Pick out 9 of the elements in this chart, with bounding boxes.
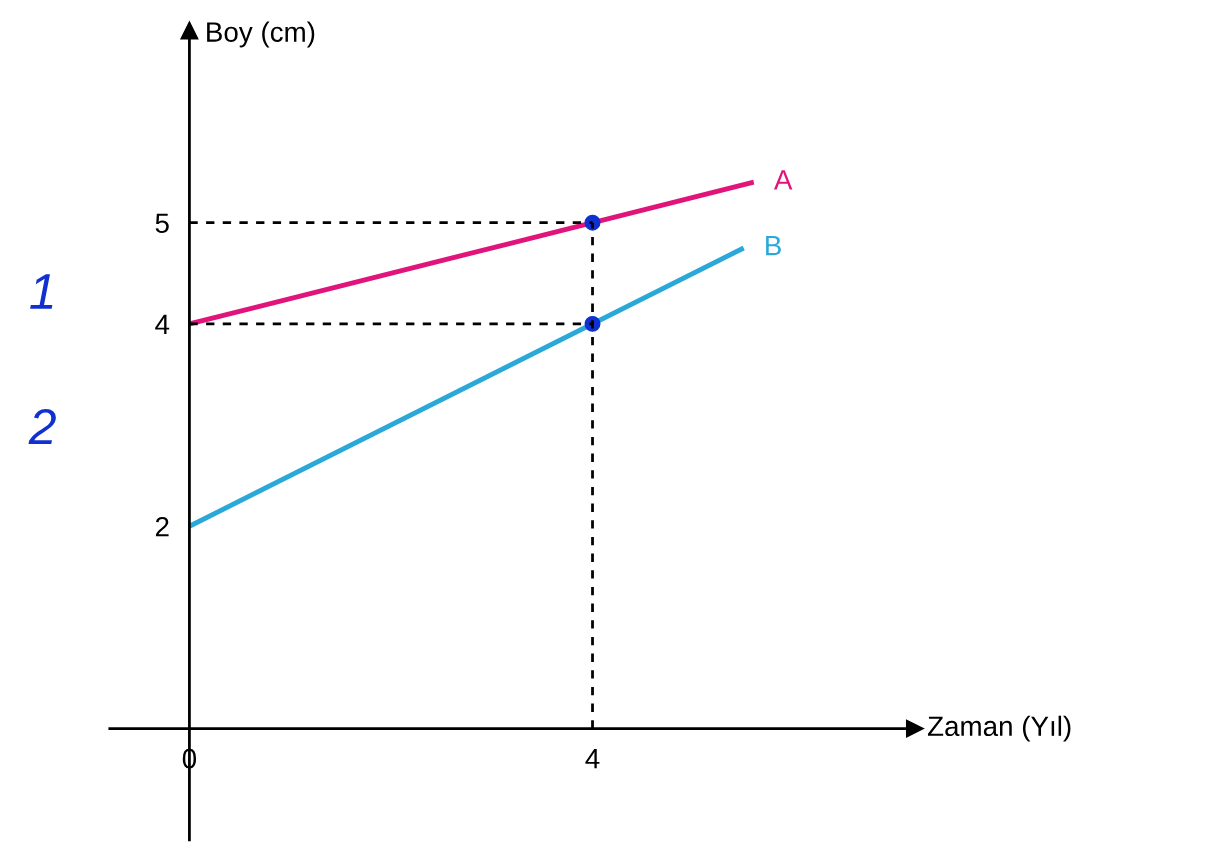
x-axis-title: Zaman (Yıl) — [927, 715, 1071, 742]
text: 2 — [28, 408, 56, 444]
text: 1 — [30, 274, 53, 309]
y-tick-label: 5 — [155, 213, 169, 234]
y-tick-label: 2 — [155, 516, 169, 537]
series-label: B — [766, 236, 781, 256]
y-axis-title: Boy (cm) — [207, 21, 315, 48]
y-tick-label: 4 — [155, 314, 170, 334]
series-label: A — [773, 170, 793, 190]
